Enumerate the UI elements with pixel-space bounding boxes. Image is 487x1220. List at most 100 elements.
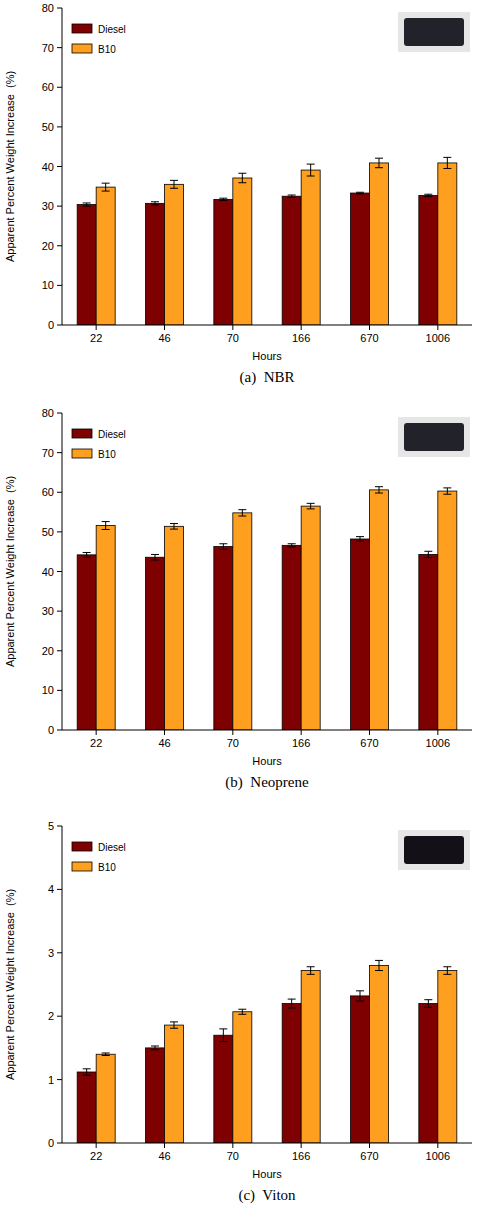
bar bbox=[233, 1012, 252, 1143]
error-bar bbox=[170, 524, 178, 530]
bar bbox=[96, 526, 115, 730]
x-tick bbox=[232, 325, 233, 330]
bar bbox=[438, 971, 457, 1143]
legend-label: B10 bbox=[98, 862, 116, 873]
y-tick-label: 30 bbox=[42, 200, 54, 212]
y-tick-label: 40 bbox=[42, 566, 54, 578]
bar bbox=[282, 1004, 301, 1143]
x-tick bbox=[301, 730, 302, 735]
bar bbox=[351, 193, 370, 325]
error-bar bbox=[170, 1022, 178, 1028]
y-tick-label: 60 bbox=[42, 81, 54, 93]
x-axis bbox=[62, 730, 472, 731]
legend-swatch bbox=[72, 449, 92, 458]
bar bbox=[419, 195, 438, 325]
panel: 010203040506070802246701666701006HoursAp… bbox=[4, 407, 472, 791]
y-tick-label: 80 bbox=[42, 407, 54, 419]
y-tick-label: 4 bbox=[48, 883, 54, 895]
x-tick-label: 46 bbox=[158, 737, 170, 749]
y-tick bbox=[57, 126, 62, 127]
error-bar bbox=[443, 967, 451, 975]
x-tick bbox=[96, 1143, 97, 1148]
y-tick bbox=[57, 952, 62, 953]
x-axis-title: Hours bbox=[252, 755, 282, 767]
bar bbox=[165, 184, 184, 325]
x-tick bbox=[437, 1143, 438, 1148]
bars bbox=[77, 157, 457, 325]
y-tick bbox=[57, 531, 62, 532]
y-tick-label: 80 bbox=[42, 2, 54, 14]
bar bbox=[165, 526, 184, 730]
legend-label: B10 bbox=[98, 44, 116, 55]
x-tick bbox=[164, 325, 165, 330]
bar bbox=[419, 554, 438, 730]
x-tick-label: 166 bbox=[292, 1150, 310, 1162]
y-tick-label: 20 bbox=[42, 645, 54, 657]
bar bbox=[438, 491, 457, 730]
panel: 0123452246701666701006HoursApparent Perc… bbox=[4, 820, 472, 1204]
bar bbox=[233, 513, 252, 730]
bar bbox=[214, 1035, 233, 1143]
bar bbox=[146, 557, 165, 730]
error-bar bbox=[102, 522, 110, 530]
error-bar bbox=[356, 991, 364, 1001]
bar bbox=[165, 1025, 184, 1143]
bar bbox=[301, 170, 320, 325]
x-tick bbox=[369, 1143, 370, 1148]
x-axis-title: Hours bbox=[252, 350, 282, 362]
y-tick bbox=[57, 730, 62, 731]
x-tick-label: 670 bbox=[360, 737, 378, 749]
y-tick bbox=[57, 1079, 62, 1080]
error-bar bbox=[151, 554, 159, 560]
bar bbox=[301, 971, 320, 1143]
y-tick bbox=[57, 1016, 62, 1017]
x-tick-label: 1006 bbox=[426, 332, 450, 344]
error-bar bbox=[151, 1046, 159, 1050]
legend-swatch bbox=[72, 429, 92, 438]
bar bbox=[233, 178, 252, 325]
legend: Diesel B10 bbox=[72, 429, 126, 460]
error-bar bbox=[356, 192, 364, 194]
y-tick-label: 20 bbox=[42, 240, 54, 252]
bar bbox=[351, 539, 370, 730]
legend-label: Diesel bbox=[98, 429, 126, 440]
error-bar bbox=[83, 552, 91, 557]
x-tick-label: 70 bbox=[227, 1150, 239, 1162]
x-tick-label: 670 bbox=[360, 1150, 378, 1162]
legend-label: Diesel bbox=[98, 842, 126, 853]
photo-sample bbox=[404, 18, 464, 46]
x-tick bbox=[96, 730, 97, 735]
y-tick bbox=[57, 87, 62, 88]
error-bar bbox=[288, 544, 296, 547]
background bbox=[0, 0, 487, 1220]
error-bar bbox=[424, 1000, 432, 1008]
y-tick bbox=[57, 285, 62, 286]
photo-bg bbox=[398, 12, 470, 52]
legend-label: Diesel bbox=[98, 24, 126, 35]
photo-sample bbox=[404, 423, 464, 451]
bar bbox=[214, 547, 233, 730]
sample-photo bbox=[398, 417, 470, 457]
bars bbox=[77, 960, 457, 1143]
y-tick bbox=[57, 8, 62, 9]
x-axis bbox=[62, 1143, 472, 1144]
error-bar bbox=[307, 967, 315, 975]
x-tick bbox=[437, 730, 438, 735]
y-tick-label: 70 bbox=[42, 447, 54, 459]
y-tick-label: 30 bbox=[42, 605, 54, 617]
legend-label: B10 bbox=[98, 449, 116, 460]
error-bar bbox=[219, 1029, 227, 1042]
error-bar bbox=[307, 164, 315, 176]
bar bbox=[370, 490, 389, 730]
x-tick bbox=[232, 730, 233, 735]
bar bbox=[146, 203, 165, 325]
photo-sample bbox=[404, 836, 464, 864]
y-tick bbox=[57, 1143, 62, 1144]
bar bbox=[301, 506, 320, 730]
bar bbox=[214, 199, 233, 325]
y-tick-label: 50 bbox=[42, 526, 54, 538]
bar bbox=[419, 1004, 438, 1143]
error-bar bbox=[238, 510, 246, 516]
y-axis bbox=[62, 826, 63, 1143]
bar bbox=[282, 545, 301, 730]
